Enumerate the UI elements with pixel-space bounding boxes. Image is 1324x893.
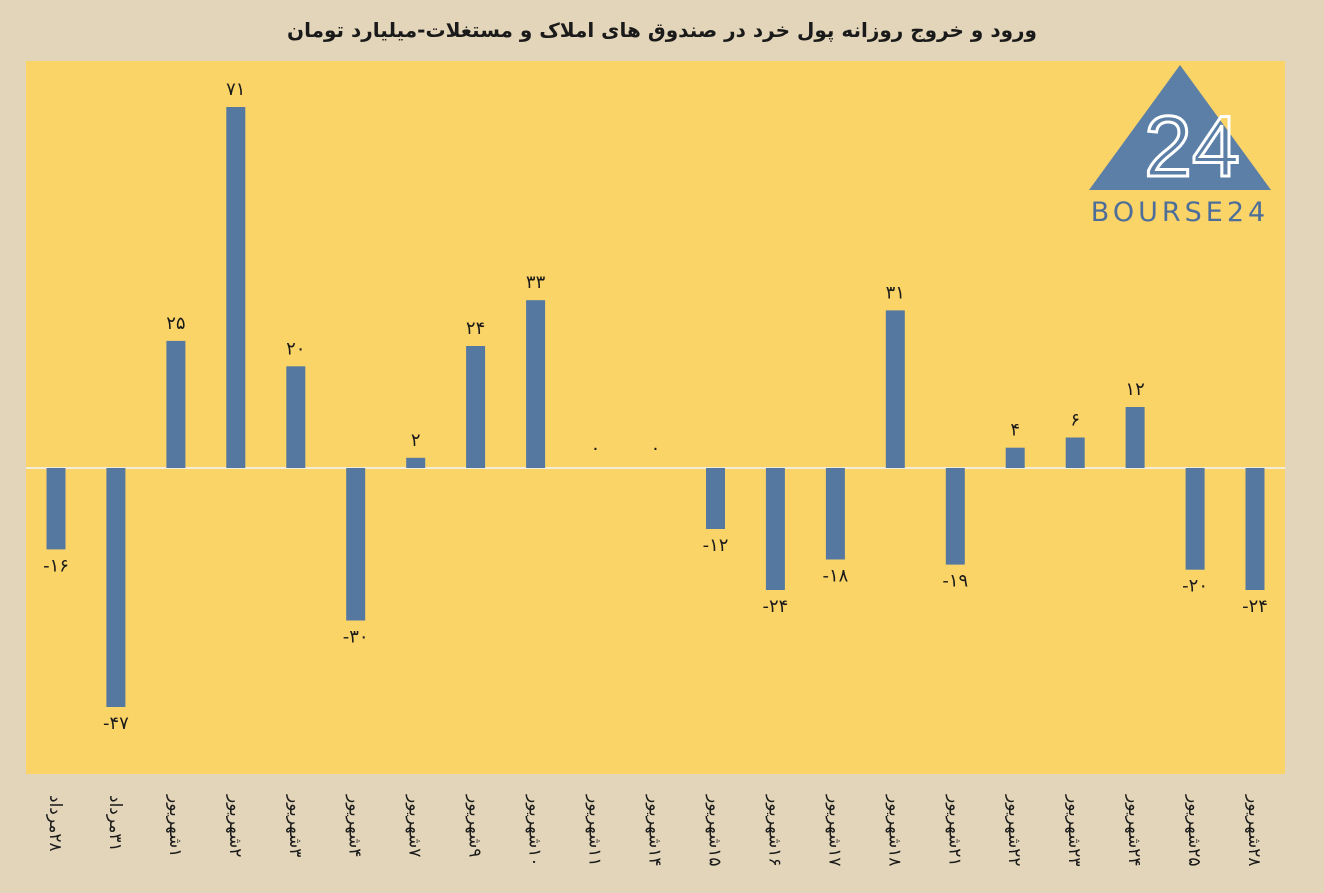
plot-area [26, 61, 1285, 774]
x-tick-label: ۱شهریور [165, 794, 185, 857]
data-label: -۲۴ [1242, 596, 1268, 617]
bourse24-triangle-logo-icon [1089, 65, 1271, 190]
x-tick-label: ۲۴شهریور [1124, 794, 1144, 866]
data-label: ۳۱ [886, 282, 905, 303]
bar [106, 468, 126, 707]
data-label: ۰ [651, 438, 661, 459]
bar [1065, 437, 1085, 468]
x-tick-label: ۷شهریور [405, 794, 425, 857]
x-tick-label: ۳شهریور [285, 794, 305, 857]
bar [825, 468, 845, 560]
x-tick-label: ۳۱مرداد [105, 795, 125, 852]
chart-title: ورود و خروج روزانه پول خرد در صندوق های … [287, 18, 1037, 43]
bar [1185, 468, 1205, 570]
bar [1005, 447, 1025, 468]
bourse24-logo: 24 BOURSE24 [1089, 65, 1271, 228]
x-tick-label: ۲۱شهریور [944, 794, 964, 866]
data-label: -۱۸ [822, 566, 848, 587]
bar [46, 468, 66, 550]
data-label: -۳۰ [343, 627, 369, 648]
data-label: ۶ [1070, 410, 1080, 431]
x-tick-label: ۴شهریور [345, 794, 365, 857]
x-tick-label: ۱۱شهریور [585, 794, 605, 866]
x-tick-label: ۱۵شهریور [705, 794, 725, 866]
bar [706, 468, 725, 529]
logo-mark: 24 [1144, 99, 1240, 195]
data-label: ۲۵ [166, 313, 185, 334]
bar [765, 468, 785, 590]
x-axis-ticks: ۲۸مرداد ۳۱مرداد ۱شهریور ۲شهریور ۳شهریور ۴شهری… [45, 794, 1264, 866]
data-label: ۰ [591, 438, 601, 459]
data-label: ۷۱ [226, 79, 245, 100]
value-labels-group: -۱۶ -۴۷ ۲۵ ۷۱ ۲۰ -۳۰ ۲ ۲۴ ۳۳ ۰ ۰ -۱۲ -۲۴ -۱۸ ۳۱ -۱۹ ۴ ۶ ۱۲… [43, 79, 1268, 734]
bars-group [46, 107, 1265, 707]
logo-text: BOURSE24 [1091, 197, 1269, 228]
x-tick-label: ۲۸مرداد [45, 795, 65, 852]
bar [885, 310, 905, 468]
x-tick-label: ۱۷شهریور [824, 794, 844, 866]
x-tick-label: ۱۴شهریور [645, 794, 665, 866]
data-label: -۲۰ [1182, 576, 1208, 597]
bar [286, 366, 306, 468]
bar [166, 340, 186, 468]
x-tick-label: ۲۸شهریور [1244, 794, 1264, 866]
bar [945, 468, 965, 565]
data-label: ۱۲ [1125, 379, 1144, 400]
x-tick-label: ۱۸شهریور [884, 794, 904, 866]
data-label: -۱۶ [43, 555, 69, 576]
data-label: -۲۴ [762, 596, 788, 617]
data-label: -۱۲ [703, 535, 729, 556]
x-tick-label: ۲۲شهریور [1004, 794, 1024, 866]
bar [526, 300, 546, 468]
data-label: -۱۹ [942, 571, 968, 592]
data-label: ۳۳ [526, 272, 546, 293]
x-tick-label: ۹شهریور [465, 794, 485, 857]
data-label: ۲۰ [286, 338, 305, 359]
data-label: ۲۴ [466, 318, 485, 339]
x-tick-label: ۱۶شهریور [764, 794, 784, 866]
bar [406, 457, 426, 468]
x-tick-label: ۲۵شهریور [1184, 794, 1204, 866]
bar [226, 107, 246, 468]
data-label: ۲ [411, 430, 421, 451]
bar [1125, 407, 1145, 468]
bar [1245, 468, 1265, 590]
data-label: -۴۷ [103, 713, 129, 734]
bar [466, 346, 486, 468]
bar [346, 468, 366, 621]
data-label: ۴ [1010, 420, 1020, 441]
x-tick-label: ۲۳شهریور [1064, 794, 1084, 866]
x-tick-label: ۲شهریور [225, 794, 245, 857]
x-tick-label: ۱۰شهریور [525, 794, 545, 866]
